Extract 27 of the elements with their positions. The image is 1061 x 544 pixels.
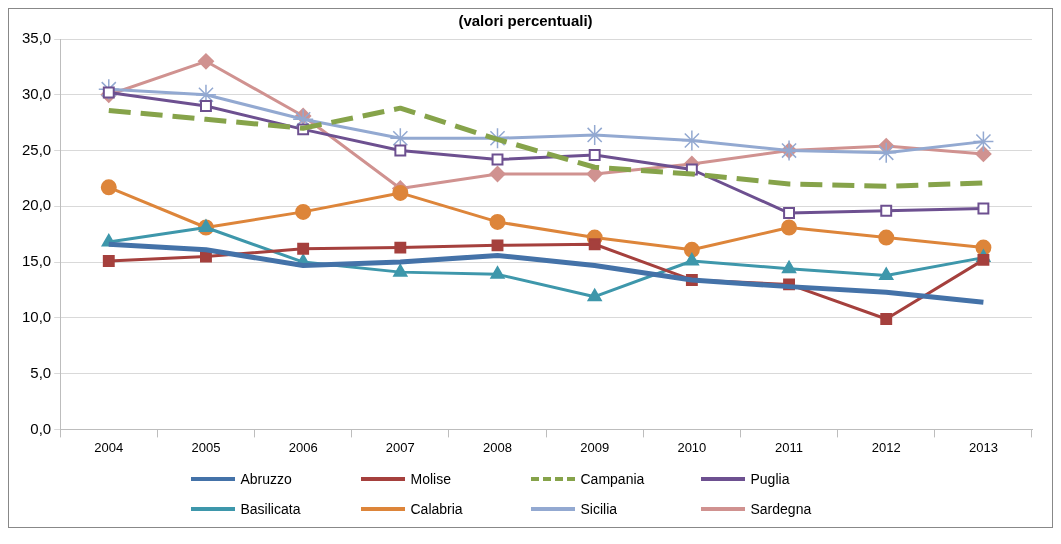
chart-title: (valori percentuali)	[458, 12, 593, 30]
legend-label: Sardegna	[750, 501, 812, 517]
legend-label: Molise	[410, 471, 451, 487]
legend-label: Abruzzo	[240, 471, 292, 487]
legend-label: Sicilia	[580, 501, 618, 517]
legend-label: Puglia	[750, 471, 790, 487]
legend-label: Campania	[580, 471, 645, 487]
x-tick-label: 2012	[871, 439, 901, 455]
x-tick-label: 2007	[385, 439, 415, 455]
legend-label: Basilicata	[240, 501, 301, 517]
y-tick-label: 5,0	[30, 363, 52, 381]
y-tick-label: 35,0	[21, 29, 52, 47]
y-tick-label: 25,0	[21, 140, 52, 158]
x-tick-label: 2008	[483, 439, 512, 455]
y-tick-label: 30,0	[21, 84, 52, 102]
x-tick-label: 2005	[191, 439, 221, 455]
x-tick-label: 2004	[94, 439, 124, 455]
x-tick-label: 2011	[775, 439, 804, 455]
x-tick-label: 2006	[288, 439, 318, 455]
y-tick-label: 20,0	[21, 196, 52, 214]
legend-label: Calabria	[410, 501, 463, 517]
y-tick-label: 0,0	[30, 419, 52, 437]
y-tick-label: 15,0	[21, 252, 52, 270]
y-tick-label: 10,0	[21, 308, 52, 325]
x-tick-label: 2013	[968, 439, 998, 455]
x-tick-label: 2010	[677, 439, 707, 455]
x-tick-label: 2009	[580, 439, 610, 455]
